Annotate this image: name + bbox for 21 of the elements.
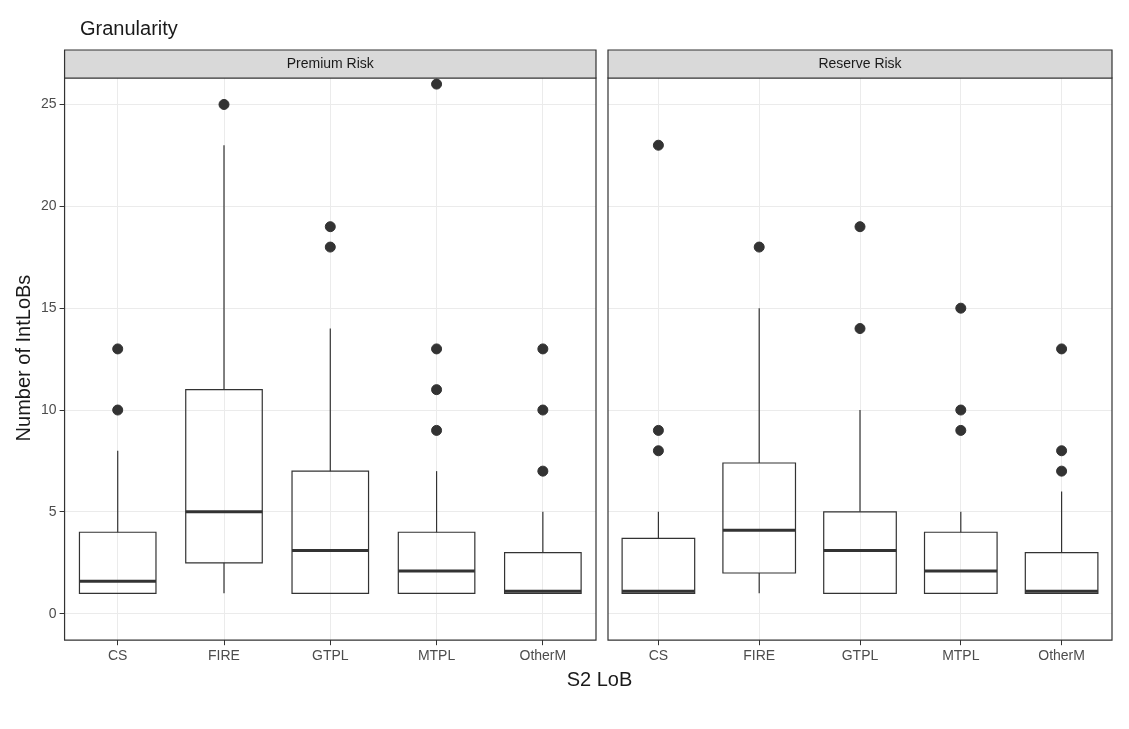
x-tick-label: CS bbox=[107, 647, 128, 664]
x-tick-label: MTPL bbox=[417, 647, 456, 664]
y-tick-label: 15 bbox=[40, 299, 57, 316]
chart-title: Granularity bbox=[79, 16, 179, 41]
x-axis-title: S2 LoB bbox=[565, 668, 634, 691]
y-tick-label: 20 bbox=[40, 197, 57, 214]
x-tick-label: CS bbox=[648, 647, 669, 664]
chart-subtitle: Premium Risk bbox=[286, 54, 375, 71]
x-tick-label: MTPL bbox=[942, 647, 980, 664]
y-tick-label: 5 bbox=[48, 502, 57, 519]
x-tick-label: FIRE bbox=[743, 647, 776, 664]
x-tick-label: GTPL bbox=[312, 647, 349, 664]
x-tick-label: OtherM bbox=[1038, 647, 1085, 664]
y-tick-label: 10 bbox=[40, 400, 57, 417]
y-tick-label: 0 bbox=[48, 604, 57, 621]
y-axis-title: Number of IntLoBs bbox=[11, 274, 35, 442]
x-tick-label: GTPL bbox=[841, 647, 879, 664]
x-tick-label: FIRE bbox=[208, 647, 240, 664]
y-tick-label: 25 bbox=[40, 95, 57, 112]
x-tick-label: OtherM bbox=[519, 647, 567, 664]
chart-subtitle: Reserve Risk bbox=[818, 54, 903, 71]
